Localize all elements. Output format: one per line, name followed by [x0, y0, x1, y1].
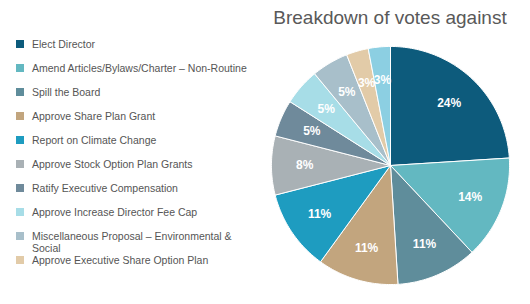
- html-text:Ratify Executive Compensation: Ratify Executive Compensation: [32, 182, 178, 194]
- html-text:Miscellaneous Proposal – Envir: Miscellaneous Proposal – Environmental &…: [32, 230, 232, 254]
- html-text:Spill the Board: Spill the Board: [32, 86, 101, 98]
- html-text:Approve Stock Option Plan Gran: Approve Stock Option Plan Grants: [32, 158, 193, 170]
- svg-text:8%: 8%: [296, 158, 314, 172]
- svg-text:3%: 3%: [357, 76, 376, 90]
- svg-text:11%: 11%: [308, 207, 332, 221]
- svg-text:14%: 14%: [458, 190, 482, 204]
- html-text:Elect Director: Elect Director: [32, 38, 95, 50]
- svg-text:5%: 5%: [338, 85, 356, 99]
- svg-text:5%: 5%: [303, 124, 321, 138]
- svg-text:5%: 5%: [318, 102, 336, 116]
- html-text:Approve Executive Share Option: Approve Executive Share Option Plan: [32, 254, 209, 266]
- html-text:Amend Articles/Bylaws/Charter: Amend Articles/Bylaws/Charter – Non-Rout…: [32, 62, 247, 74]
- html-text:Approve Share Plan Grant: Approve Share Plan Grant: [32, 110, 156, 122]
- svg-text:11%: 11%: [355, 241, 379, 255]
- html-text:Breakdown of votes against: Breakdown of votes against: [273, 7, 507, 28]
- svg-text:11%: 11%: [413, 237, 437, 251]
- html-text:Report on Climate Change: Report on Climate Change: [32, 134, 157, 146]
- svg-text:3%: 3%: [374, 73, 392, 87]
- svg-text:24%: 24%: [437, 96, 461, 110]
- html-text:Approve Increase Director Fee: Approve Increase Director Fee Cap: [32, 206, 198, 218]
